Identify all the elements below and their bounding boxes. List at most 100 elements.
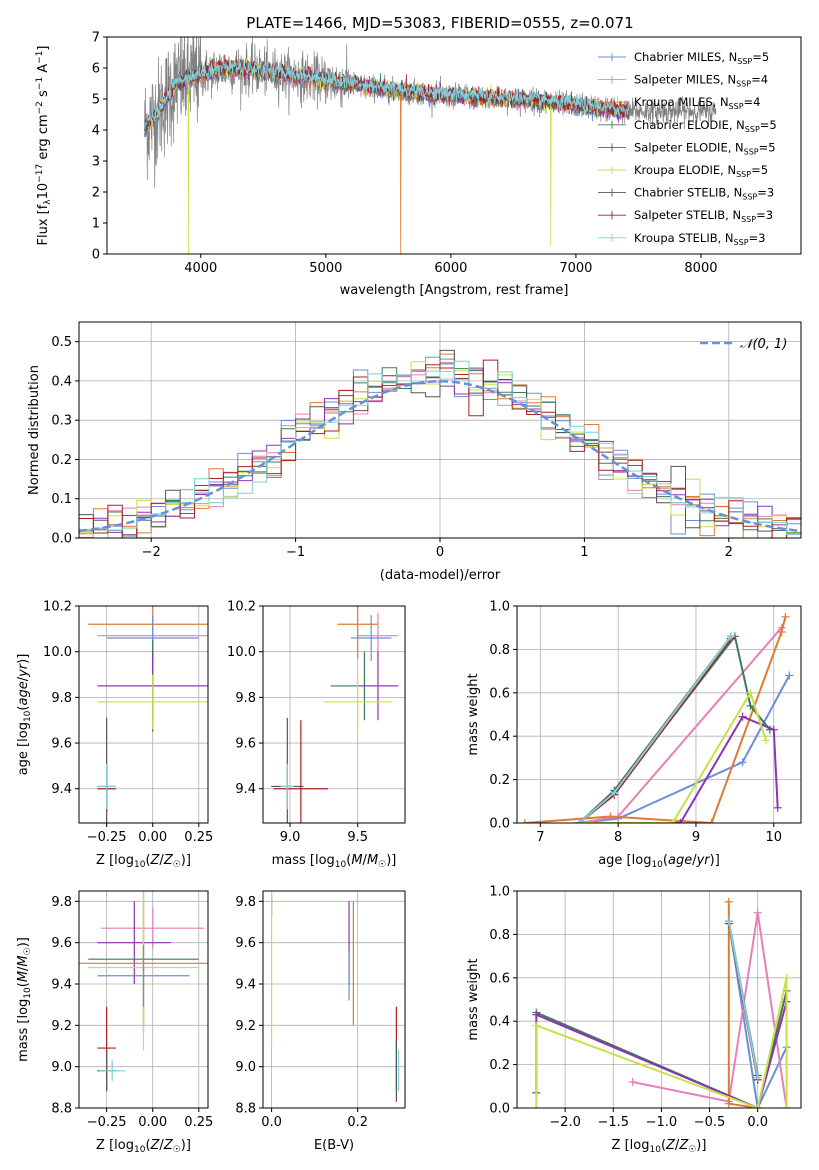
y-tick-label: 0 <box>92 248 100 263</box>
mass_vs_Z-ylabel: mass [log10(M/M☉)] <box>16 937 33 1062</box>
legend-label-chabrier_stelib: Chabrier STELIB, NSSP=3 <box>634 186 774 202</box>
x-tick-label: 5000 <box>309 261 342 276</box>
weight-marker-kroupa_miles <box>781 612 790 621</box>
x-tick-label: 0.0 <box>747 1115 768 1130</box>
weight-marker-kroupa_miles <box>707 819 716 823</box>
y-tick-label: 0.0 <box>489 817 510 832</box>
x-tick-label: 0.25 <box>184 830 213 845</box>
x-tick-label: 7000 <box>559 261 592 276</box>
weight-marker-kroupa_elodie <box>782 973 791 982</box>
age_vs_mass-xlabel: mass [log10(M/M☉)] <box>272 853 397 870</box>
x-tick-label: −2.0 <box>549 1115 581 1130</box>
y-tick-label: 0.0 <box>489 1102 510 1117</box>
y-tick-label: 0.6 <box>489 971 510 986</box>
weight_vs_Z-ylabel: mass weight <box>466 958 481 1040</box>
y-tick-label: 7 <box>92 31 100 46</box>
weight-line-chabrier_stelib <box>578 635 732 823</box>
weight-marker-kroupa_elodie <box>746 688 755 697</box>
y-tick-label: 9.4 <box>51 782 72 797</box>
y-tick-label: 8.8 <box>51 1102 72 1117</box>
weight-marker-chabrier_elodie <box>746 701 755 710</box>
y-tick-label: 0.6 <box>489 686 510 701</box>
weight-line-chabrier_elodie <box>535 990 788 1108</box>
weight-line-kroupa_elodie <box>579 690 767 823</box>
weight-marker-salpeter_miles <box>628 1077 637 1086</box>
weight-line-chabrier_miles <box>579 674 791 823</box>
y-tick-label: 9.8 <box>235 691 256 706</box>
errorbar-point-chabrier_miles <box>350 615 392 661</box>
weight-marker-kroupa_stelib <box>575 819 584 823</box>
y-tick-label: 9.6 <box>235 737 256 752</box>
mass_vs_Z-axes: −0.25 0.00 0.25 8.8 9.0 9.2 9.4 9.6 9.8 <box>51 891 213 1130</box>
weight-marker-kroupa_miles <box>724 897 733 906</box>
weight-marker-kroupa_miles <box>606 812 615 821</box>
y-tick-label: 9.4 <box>235 782 256 797</box>
weight-marker-kroupa_miles <box>520 819 529 823</box>
errorbar-point-kroupa_miles <box>337 606 378 659</box>
gaussian-curve <box>78 380 799 533</box>
y-tick-label: 9.2 <box>51 1019 72 1034</box>
weight-line-chabrier_miles <box>727 921 788 1108</box>
y-tick-label: 9.2 <box>235 1019 256 1034</box>
weight-marker-kroupa_miles <box>724 1099 733 1108</box>
x-tick-label: 9.0 <box>280 830 301 845</box>
y-tick-label: 0.0 <box>51 532 72 547</box>
weight-marker-kroupa_elodie <box>668 819 677 823</box>
y-tick-label: 0.8 <box>489 643 510 658</box>
y-tick-label: 9.6 <box>51 936 72 951</box>
figure-title: PLATE=1466, MJD=53083, FIBERID=0555, z=0… <box>246 14 633 32</box>
y-tick-label: 9.8 <box>51 691 72 706</box>
y-tick-label: 9.6 <box>51 737 72 752</box>
weight-marker-salpeter_miles <box>753 908 762 917</box>
y-tick-label: 9.8 <box>235 895 256 910</box>
y-tick-label: 0.2 <box>51 453 72 468</box>
errorbar-point-chabrier_miles <box>97 944 190 1007</box>
x-tick-label: 0.00 <box>138 830 167 845</box>
weight-marker-kroupa_stelib <box>726 632 735 641</box>
residuals-frame <box>78 321 802 539</box>
y-tick-label: 0.4 <box>489 730 510 745</box>
weight-marker-salpeter_elodie <box>738 712 747 721</box>
x-tick-label: 0 <box>436 545 444 560</box>
y-tick-label: 9.4 <box>51 978 72 993</box>
weight-marker-kroupa_stelib <box>610 788 619 797</box>
y-tick-label: 4 <box>92 124 100 139</box>
legend-label-chabrier_elodie: Chabrier ELODIE, NSSP=5 <box>634 118 777 134</box>
residuals-ylabel: Normed distribution <box>27 365 42 495</box>
weight-line-salpeter_elodie <box>579 715 779 823</box>
weight-line-chabrier_elodie <box>578 634 771 823</box>
weight-marker-kroupa_elodie <box>761 736 770 745</box>
x-tick-label: 8000 <box>684 261 717 276</box>
residual-hist-kroupa_stelib <box>79 360 801 535</box>
y-tick-label: 5 <box>92 93 100 108</box>
x-tick-label: 10 <box>765 830 782 845</box>
mass_vs_EBV-axes: 0.0 0.2 8.8 9.0 9.2 9.4 9.6 9.8 <box>235 891 405 1130</box>
weight-marker-salpeter_elodie <box>773 803 782 812</box>
errorbar-point-salpeter_miles <box>101 907 205 949</box>
x-tick-label: 0.2 <box>347 1115 368 1130</box>
y-tick-label: 10.0 <box>43 645 72 660</box>
y-tick-label: 0.2 <box>489 773 510 788</box>
legend-label-salpeter_stelib: Salpeter STELIB, NSSP=3 <box>634 208 773 224</box>
y-tick-label: 0.3 <box>51 414 72 429</box>
x-tick-label: 0.00 <box>138 1115 167 1130</box>
x-tick-label: 9.5 <box>347 830 368 845</box>
weight-line-kroupa_stelib <box>578 635 732 823</box>
y-tick-label: 1 <box>92 217 100 232</box>
age_vs_Z-xlabel: Z [log10(Z/Z☉)] <box>96 853 191 870</box>
spectrum-axes: 4000 5000 6000 7000 8000 0 1 2 3 4 5 6 7 <box>92 31 718 277</box>
y-tick-label: 9.4 <box>235 978 256 993</box>
y-tick-label: 0.1 <box>51 492 72 507</box>
x-tick-label: 1 <box>580 545 588 560</box>
model-spectrum-kroupa_stelib <box>144 57 629 130</box>
x-tick-label: −1.5 <box>597 1115 629 1130</box>
y-tick-label: 3 <box>92 155 100 170</box>
errorbar-point-kroupa_stelib <box>99 1060 126 1082</box>
spectrum-xlabel: wavelength [Angstrom, rest frame] <box>340 283 569 298</box>
weight-marker-kroupa_elodie <box>782 1104 791 1108</box>
errorbar-point-kroupa_stelib <box>97 763 116 810</box>
y-tick-label: 2 <box>92 186 100 201</box>
weight-line-kroupa_elodie <box>535 977 788 1108</box>
x-tick-label: 6000 <box>434 261 467 276</box>
